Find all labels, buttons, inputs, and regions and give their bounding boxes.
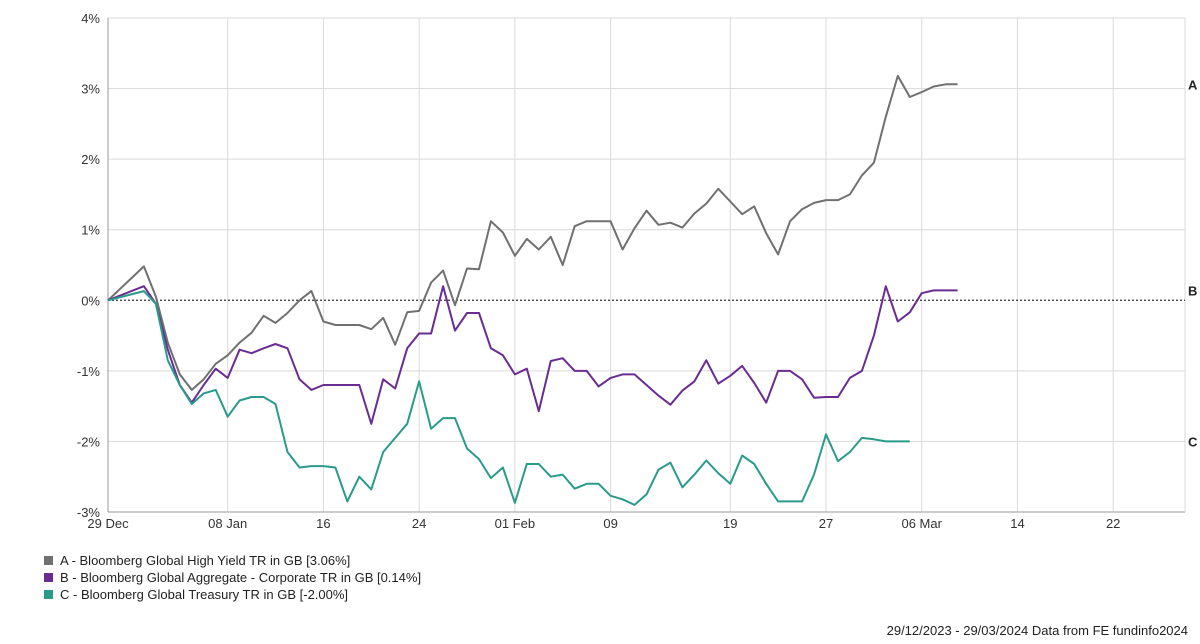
x-tick-label: 08 Jan — [208, 516, 247, 531]
legend-item-a: A - Bloomberg Global High Yield TR in GB… — [44, 552, 421, 569]
x-tick-label: 01 Feb — [495, 516, 535, 531]
chart-axes — [107, 18, 1186, 513]
legend-label-c: C - Bloomberg Global Treasury TR in GB [… — [60, 587, 349, 602]
chart-series — [107, 74, 958, 506]
x-tick-label: 16 — [316, 516, 330, 531]
series-end-label-b: B — [1188, 283, 1197, 298]
legend-label-a: A - Bloomberg Global High Yield TR in GB… — [60, 553, 351, 568]
x-tick-label: 22 — [1106, 516, 1120, 531]
y-tick-label: -1% — [77, 364, 101, 379]
y-tick-label: 1% — [81, 223, 100, 238]
x-tick-label: 06 Mar — [901, 516, 942, 531]
y-tick-label: 2% — [81, 152, 100, 167]
x-tick-label: 29 Dec — [87, 516, 129, 531]
data-source-footer: 29/12/2023 - 29/03/2024 Data from FE fun… — [886, 623, 1188, 638]
y-tick-label: -3% — [77, 505, 101, 520]
series-end-label-a: A — [1188, 77, 1198, 92]
y-tick-label: -2% — [77, 434, 101, 449]
x-tick-label: 27 — [819, 516, 833, 531]
series-line-b — [107, 285, 958, 425]
x-tick-label: 14 — [1010, 516, 1024, 531]
legend-swatch-c — [44, 590, 53, 599]
y-tick-label: 0% — [81, 293, 100, 308]
chart-grid — [108, 17, 1185, 513]
chart-tick-labels: 4% 3% 2% 1% 0% -1% -2% -3%29 Dec 08 Jan 16 24 01 Fe… — [77, 11, 1198, 531]
legend-item-b: B - Bloomberg Global Aggregate - Corpora… — [44, 569, 421, 586]
line-chart: 4% 3% 2% 1% 0% -1% -2% -3%29 Dec 08 Jan 16 24 01 Fe… — [77, 11, 1198, 531]
x-tick-label: 24 — [412, 516, 426, 531]
chart-legend: A - Bloomberg Global High Yield TR in GB… — [44, 552, 421, 603]
legend-label-b: B - Bloomberg Global Aggregate - Corpora… — [60, 570, 422, 585]
legend-swatch-b — [44, 573, 53, 582]
series-end-label-c: C — [1188, 434, 1198, 449]
y-tick-label: 3% — [81, 82, 100, 97]
y-tick-label: 4% — [81, 11, 100, 26]
legend-swatch-a — [44, 556, 53, 565]
legend-item-c: C - Bloomberg Global Treasury TR in GB [… — [44, 586, 421, 603]
x-tick-label: 19 — [723, 516, 737, 531]
x-tick-label: 09 — [603, 516, 617, 531]
series-line-c — [107, 290, 910, 506]
series-line-a — [107, 74, 958, 391]
